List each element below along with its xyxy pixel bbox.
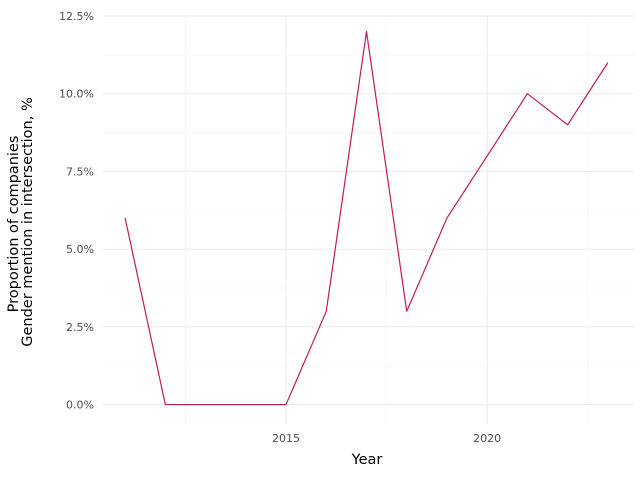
series-line bbox=[124, 30, 609, 406]
y-axis-title-line-2: Gender mention in intersection, % bbox=[20, 97, 36, 347]
x-tick-label: 2015 bbox=[272, 432, 300, 445]
y-tick-label: 12.5% bbox=[59, 10, 94, 23]
y-tick-label: 5.0% bbox=[66, 243, 94, 256]
x-tick-label: 2020 bbox=[473, 432, 501, 445]
minor-gridlines bbox=[103, 16, 634, 424]
y-tick-label: 2.5% bbox=[66, 321, 94, 334]
x-axis-title: Year bbox=[351, 452, 383, 468]
y-tick-label: 0.0% bbox=[66, 399, 94, 412]
y-tick-label: 7.5% bbox=[66, 165, 94, 178]
x-axis-tick-labels: 2015 2020 bbox=[272, 432, 501, 445]
y-axis-title-line-1: Proportion of companies bbox=[6, 136, 22, 313]
y-axis-tick-labels: 0.0% 2.5% 5.0% 7.5% 10.0% 12.5% bbox=[59, 10, 94, 412]
major-gridlines bbox=[103, 15, 634, 424]
series-layer bbox=[124, 30, 609, 406]
y-tick-label: 10.0% bbox=[59, 88, 94, 101]
